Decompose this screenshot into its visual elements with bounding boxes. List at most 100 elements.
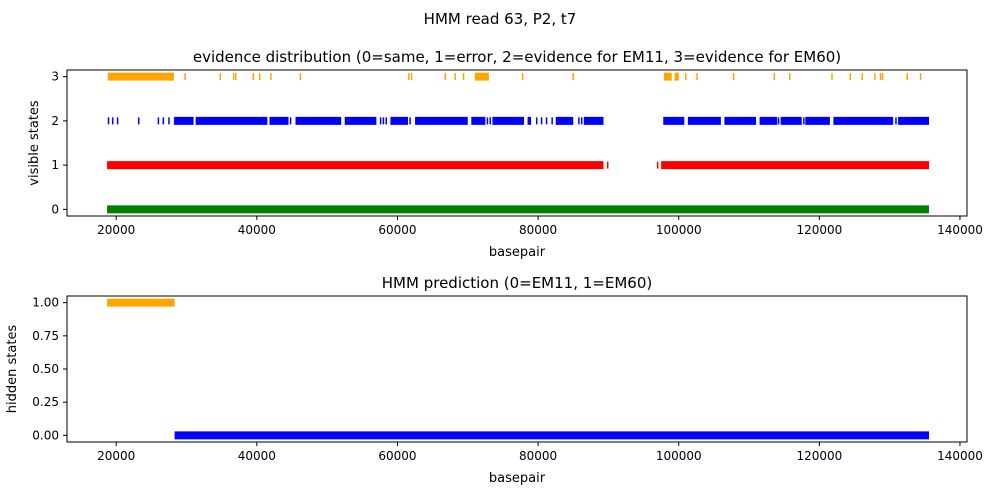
top-y-tick-label: 3 [51, 70, 59, 84]
bottom-x-tick-label: 20000 [97, 449, 135, 463]
top-segment-2-12 [663, 116, 685, 125]
bottom-y-tick-label: 0.50 [32, 362, 59, 376]
bottom-chart-y-ticks: 0.00 0.25 0.50 0.75 1.00 [32, 296, 67, 442]
top-segment-2-18 [833, 116, 894, 125]
top-segment-2-17 [805, 116, 830, 125]
top-point-2-24 [879, 73, 882, 81]
top-segment-3-1 [474, 72, 489, 81]
top-x-tick-label: 40000 [238, 223, 276, 237]
bottom-x-tick-label: 60000 [378, 449, 416, 463]
top-segment-2-11 [583, 116, 604, 125]
top-chart: evidence distribution (0=same, 1=error, … [27, 48, 983, 260]
top-point-2-1 [219, 73, 222, 81]
top-segment-3-3 [674, 72, 679, 81]
bottom-chart-title: HMM prediction (0=EM11, 1=EM60) [382, 274, 652, 292]
top-segment-0-0 [107, 205, 930, 214]
bottom-x-tick-label: 80000 [519, 449, 557, 463]
top-segment-2-14 [724, 116, 757, 125]
top-segment-2-3 [295, 116, 342, 125]
top-point-1-26 [711, 117, 713, 125]
top-point-2-26 [906, 73, 908, 81]
top-y-tick-label: 1 [51, 158, 59, 172]
bottom-segment-0-0 [107, 298, 175, 307]
top-segment-2-8 [492, 116, 525, 125]
top-point-1-23 [580, 117, 583, 125]
top-point-1-22 [578, 117, 580, 125]
bottom-x-tick-label: 140000 [937, 449, 983, 463]
top-point-2-16 [696, 73, 698, 81]
top-point-2-18 [773, 73, 776, 81]
top-y-tick-label: 0 [51, 202, 59, 216]
top-point-1-27 [730, 117, 733, 125]
top-point-1-17 [489, 117, 492, 125]
top-chart-data [107, 72, 930, 214]
top-point-0-1 [656, 161, 659, 169]
top-point-1-7 [261, 117, 264, 125]
top-point-1-3 [137, 117, 140, 125]
top-point-1-20 [545, 117, 548, 125]
top-point-1-11 [379, 117, 382, 125]
top-point-2-23 [874, 73, 876, 81]
top-point-1-19 [540, 117, 543, 125]
top-point-1-2 [116, 117, 119, 125]
top-segment-2-2 [269, 116, 289, 125]
top-point-2-3 [235, 73, 237, 81]
bottom-chart-xlabel: basepair [489, 471, 546, 486]
top-point-2-20 [831, 73, 833, 81]
top-segment-1-1 [661, 161, 930, 170]
top-segment-2-9 [527, 116, 532, 125]
figure-suptitle: HMM read 63, P2, t7 [424, 10, 577, 28]
bottom-chart: HMM prediction (0=EM11, 1=EM60) 20000 400… [5, 274, 983, 486]
top-point-2-0 [184, 73, 186, 81]
top-point-2-21 [849, 73, 852, 81]
top-point-1-24 [680, 117, 683, 125]
top-point-1-15 [449, 117, 451, 125]
top-x-tick-label: 140000 [937, 223, 983, 237]
top-point-1-0 [107, 117, 110, 125]
top-point-2-15 [685, 73, 687, 81]
top-point-2-8 [407, 73, 410, 81]
top-point-1-29 [803, 117, 805, 125]
top-point-0-0 [606, 161, 609, 169]
top-point-2-9 [410, 73, 413, 81]
top-segment-2-6 [415, 116, 468, 125]
top-chart-y-ticks: 0 1 2 3 [51, 70, 67, 216]
top-x-tick-label: 100000 [656, 223, 702, 237]
bottom-chart-x-ticks: 20000 40000 60000 80000 100000 120000 140000 [97, 442, 983, 463]
top-point-1-30 [865, 117, 867, 125]
bottom-x-tick-label: 120000 [796, 449, 842, 463]
top-segment-2-19 [898, 116, 930, 125]
top-segment-2-10 [555, 116, 574, 125]
top-point-2-13 [521, 73, 524, 81]
top-point-2-5 [258, 73, 261, 81]
top-segment-3-0 [107, 72, 174, 81]
top-point-2-27 [919, 73, 922, 81]
top-x-tick-label: 80000 [519, 223, 557, 237]
top-point-2-12 [462, 73, 465, 81]
top-segment-2-4 [344, 116, 377, 125]
top-point-1-14 [409, 117, 411, 125]
top-point-2-6 [270, 73, 272, 81]
bottom-segment-1-0 [174, 431, 930, 440]
top-point-1-13 [385, 117, 387, 125]
top-point-1-28 [777, 117, 780, 125]
top-point-1-25 [692, 117, 694, 125]
top-point-1-8 [289, 117, 292, 125]
top-point-2-25 [881, 73, 884, 81]
top-chart-ylabel: visible states [27, 100, 42, 186]
top-point-2-11 [454, 73, 456, 81]
top-point-1-16 [486, 117, 489, 125]
top-point-2-7 [299, 73, 302, 81]
bottom-y-tick-label: 0.00 [32, 428, 59, 442]
top-y-tick-label: 2 [51, 114, 59, 128]
top-x-tick-label: 60000 [378, 223, 416, 237]
top-segment-2-0 [173, 116, 194, 125]
bottom-x-tick-label: 40000 [238, 449, 276, 463]
top-point-2-22 [861, 73, 863, 81]
top-point-1-18 [535, 117, 538, 125]
bottom-y-tick-label: 0.75 [32, 329, 59, 343]
top-point-1-21 [551, 117, 553, 125]
top-segment-2-5 [390, 116, 409, 125]
top-segment-2-13 [687, 116, 721, 125]
